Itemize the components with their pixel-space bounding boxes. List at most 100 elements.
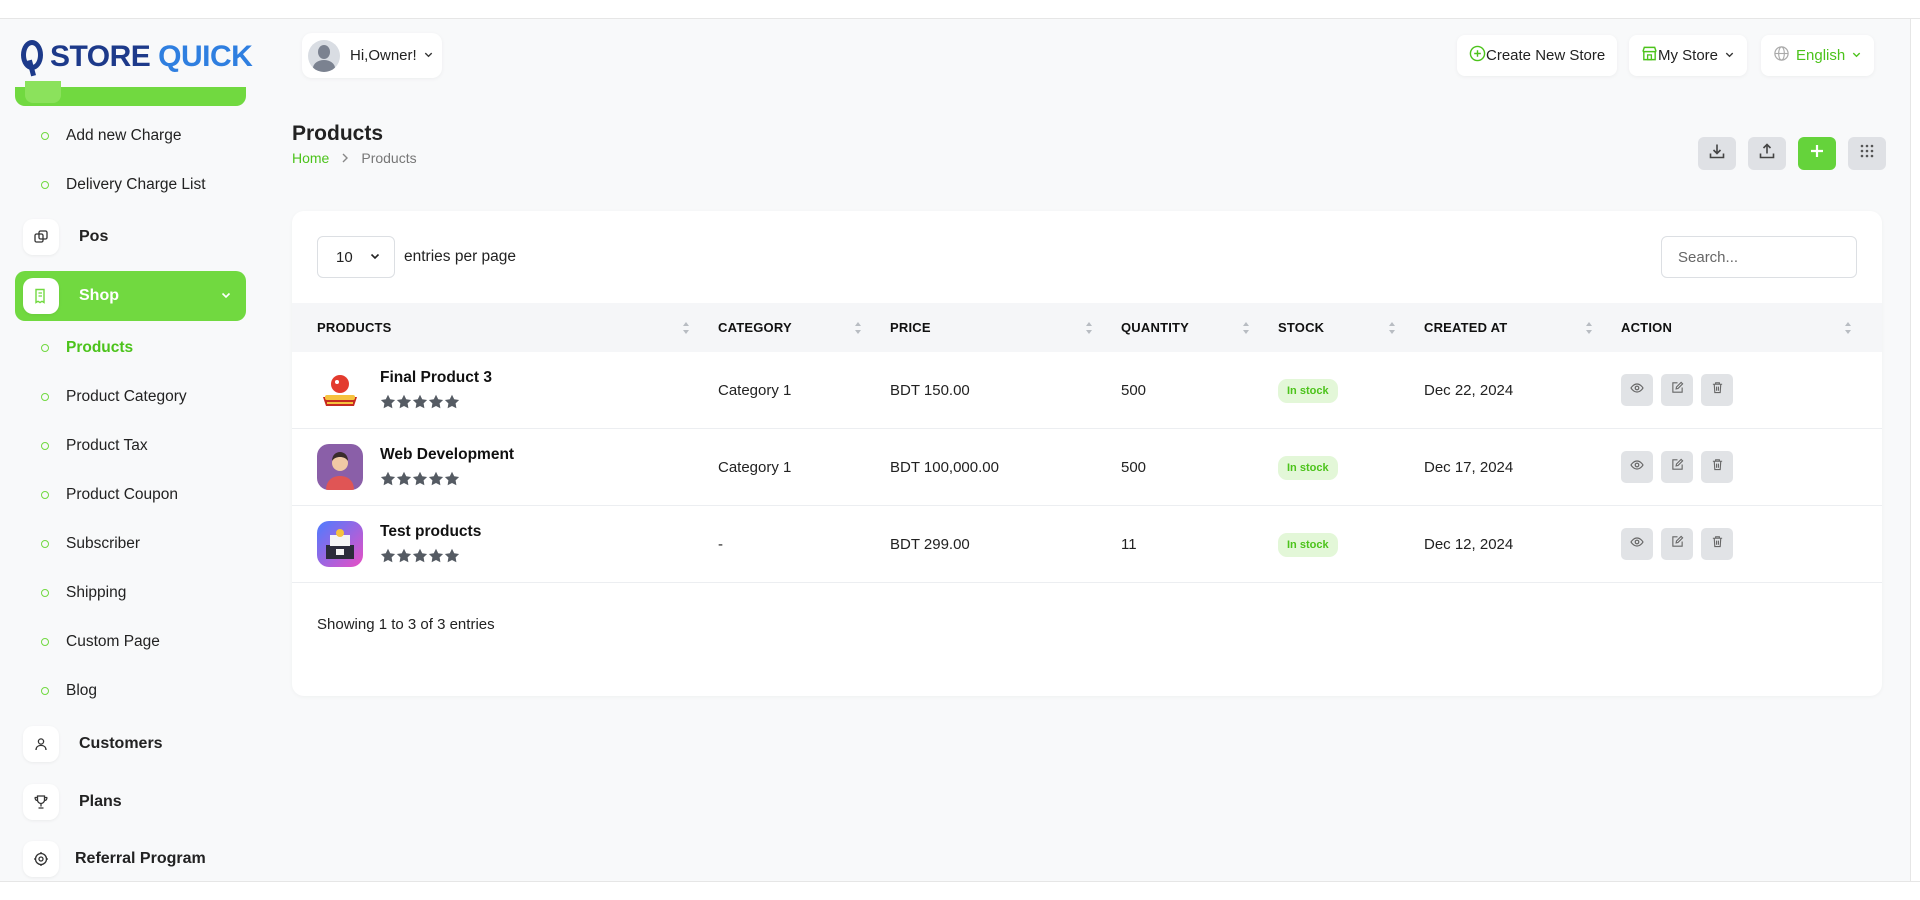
column-header-category[interactable]: CATEGORY xyxy=(718,320,792,335)
column-header-products[interactable]: PRODUCTS xyxy=(317,320,392,335)
store-quick-logo[interactable]: STORE QUICK xyxy=(18,34,253,80)
rating-stars xyxy=(380,471,460,491)
products-table-card: 10 entries per page PRODUCTS CATEGORY PR… xyxy=(292,211,1882,696)
price-cell: BDT 150.00 xyxy=(890,382,970,399)
sidebar-item-label: Shop xyxy=(79,287,119,304)
grid-icon xyxy=(1860,144,1874,163)
sidebar-item-label: Product Category xyxy=(66,388,187,405)
sort-icon[interactable] xyxy=(1388,320,1396,336)
sidebar-item-product-coupon[interactable]: Product Coupon xyxy=(0,475,262,515)
upload-button[interactable] xyxy=(1748,137,1786,170)
status-badge: In stock xyxy=(1278,378,1338,403)
product-name[interactable]: Web Development xyxy=(380,446,515,463)
star-icon xyxy=(412,548,428,568)
sidebar-item-subscriber[interactable]: Subscriber xyxy=(0,524,262,564)
breadcrumb-current: Products xyxy=(361,150,417,166)
create-new-store-button[interactable]: Create New Store xyxy=(1457,35,1618,76)
search-input[interactable] xyxy=(1661,236,1857,278)
view-button[interactable] xyxy=(1621,374,1653,406)
sidebar-item-product-tax[interactable]: Product Tax xyxy=(0,426,262,466)
view-button[interactable] xyxy=(1621,528,1653,560)
grid-view-button[interactable] xyxy=(1848,137,1886,170)
sidebar-item-shipping[interactable]: Shipping xyxy=(0,573,262,613)
bullet-icon xyxy=(41,344,49,352)
view-button[interactable] xyxy=(1621,451,1653,483)
delete-button[interactable] xyxy=(1701,528,1733,560)
delete-button[interactable] xyxy=(1701,374,1733,406)
edit-button[interactable] xyxy=(1661,451,1693,483)
receipt-icon xyxy=(23,278,59,314)
avatar xyxy=(308,39,340,72)
window-top-bar xyxy=(0,0,1920,19)
sidebar-item-customers[interactable]: Customers xyxy=(15,719,246,769)
edit-button[interactable] xyxy=(1661,528,1693,560)
brand-part2: QUICK xyxy=(158,40,253,73)
sidebar-item-label: Products xyxy=(66,339,134,356)
sort-icon[interactable] xyxy=(682,320,690,336)
bullet-icon xyxy=(41,638,49,646)
column-header-quantity[interactable]: QUANTITY xyxy=(1121,320,1190,335)
download-button[interactable] xyxy=(1698,137,1736,170)
column-header-stock[interactable]: STOCK xyxy=(1278,320,1325,335)
star-icon xyxy=(428,471,444,491)
breadcrumb-home-link[interactable]: Home xyxy=(292,150,330,166)
sort-icon[interactable] xyxy=(854,320,862,336)
user-greeting: Hi,Owner! xyxy=(350,47,417,64)
product-thumbnail[interactable] xyxy=(317,367,363,413)
column-header-created-at[interactable]: CREATED AT xyxy=(1424,320,1508,335)
sidebar-item-product-category[interactable]: Product Category xyxy=(0,377,262,417)
language-label: English xyxy=(1796,47,1846,64)
rating-stars xyxy=(380,548,460,568)
my-store-label: My Store xyxy=(1658,47,1719,64)
sidebar-item-shop[interactable]: Shop xyxy=(15,271,246,321)
column-header-price[interactable]: PRICE xyxy=(890,320,931,335)
sort-icon[interactable] xyxy=(1085,320,1093,336)
language-dropdown[interactable]: English xyxy=(1761,35,1875,76)
brand-part1: STORE xyxy=(50,40,159,73)
sidebar-item-custom-page[interactable]: Custom Page xyxy=(0,622,262,662)
sidebar-item-referral-program[interactable]: Referral Program xyxy=(15,834,246,881)
price-cell: BDT 299.00 xyxy=(890,536,970,553)
sort-icon[interactable] xyxy=(1585,320,1593,336)
logo-mark-icon xyxy=(18,36,48,78)
sidebar-item-label: Subscriber xyxy=(66,535,141,552)
product-name[interactable]: Final Product 3 xyxy=(380,369,492,386)
delete-button[interactable] xyxy=(1701,451,1733,483)
column-header-action[interactable]: ACTION xyxy=(1621,320,1673,335)
trash-icon xyxy=(1711,535,1724,553)
chevron-down-icon xyxy=(369,249,381,266)
add-product-button[interactable] xyxy=(1798,137,1836,170)
sidebar-item-label: Delivery Charge List xyxy=(66,176,206,193)
sort-icon[interactable] xyxy=(1242,320,1250,336)
bullet-icon xyxy=(41,181,49,189)
edit-button[interactable] xyxy=(1661,374,1693,406)
sidebar-item-delivery-charge-list[interactable]: Delivery Charge List xyxy=(0,165,262,205)
stock-cell: In stock xyxy=(1278,429,1338,506)
sidebar-item-label: Product Coupon xyxy=(66,486,179,503)
table-row: Test products - BDT 299.00 11 In stock D… xyxy=(292,506,1882,583)
entries-per-page-select[interactable]: 10 xyxy=(317,236,395,278)
product-thumbnail[interactable] xyxy=(317,444,363,490)
sort-icon[interactable] xyxy=(1844,320,1852,336)
stock-cell: In stock xyxy=(1278,506,1338,583)
star-icon xyxy=(412,471,428,491)
sidebar-item-plans[interactable]: Plans xyxy=(15,777,246,827)
upload-icon xyxy=(1758,142,1776,165)
user-menu[interactable]: Hi,Owner! xyxy=(302,33,442,78)
active-menu-stub[interactable] xyxy=(15,81,246,106)
created-at-cell: Dec 17, 2024 xyxy=(1424,459,1514,476)
star-icon xyxy=(380,548,396,568)
table-info-text: Showing 1 to 3 of 3 entries xyxy=(317,616,495,633)
product-name[interactable]: Test products xyxy=(380,523,482,540)
created-at-cell: Dec 22, 2024 xyxy=(1424,382,1514,399)
product-thumbnail[interactable] xyxy=(317,521,363,567)
sidebar-item-add-new-charge[interactable]: Add new Charge xyxy=(0,116,262,156)
sidebar-item-products[interactable]: Products xyxy=(0,328,262,368)
my-store-dropdown[interactable]: My Store xyxy=(1629,35,1748,76)
sidebar-item-blog[interactable]: Blog xyxy=(0,671,262,711)
user-icon xyxy=(23,726,59,762)
star-icon xyxy=(428,548,444,568)
rating-stars xyxy=(380,394,460,414)
bullet-icon xyxy=(41,393,49,401)
sidebar-item-pos[interactable]: Pos xyxy=(15,212,246,262)
